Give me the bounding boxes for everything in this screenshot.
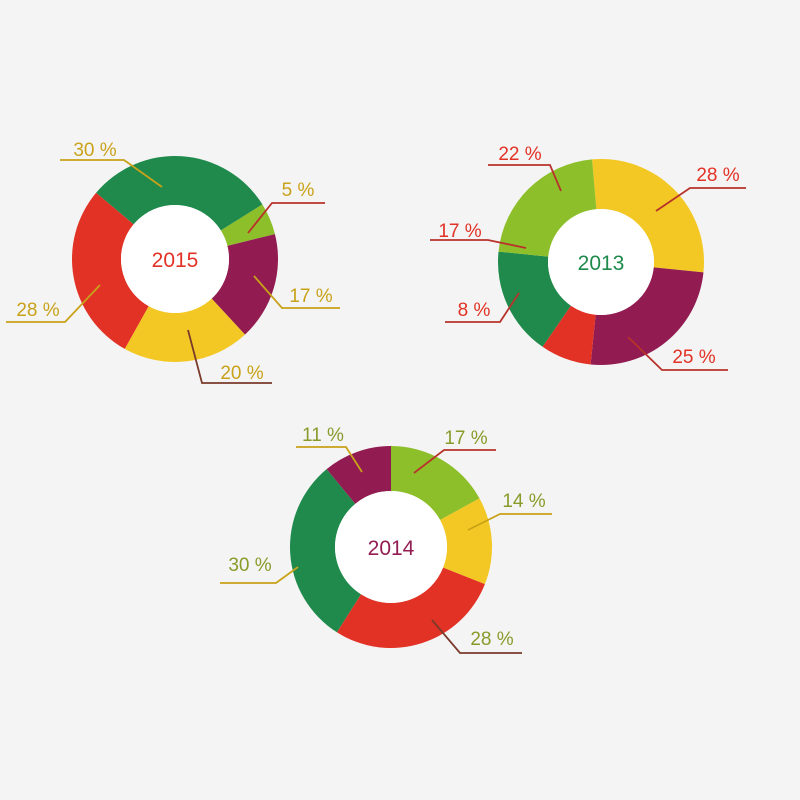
slice-percent-label: 28 % xyxy=(696,165,739,186)
callout-line xyxy=(6,284,101,323)
slice-percent-label: 30 % xyxy=(73,140,116,161)
donut-slice xyxy=(498,159,597,257)
chart-center-label: 2015 xyxy=(152,249,199,272)
callout-line xyxy=(627,336,728,371)
callout-line xyxy=(220,566,299,584)
chart-center-label: 2014 xyxy=(368,537,415,560)
donut-slice xyxy=(336,567,485,648)
slice-percent-label: 8 % xyxy=(458,300,491,321)
callout-line xyxy=(187,329,272,384)
chart-center-label: 2013 xyxy=(578,252,625,275)
donut-slice xyxy=(290,469,361,633)
donut-slice xyxy=(542,305,596,365)
callout-line xyxy=(467,513,552,531)
donut-slice xyxy=(211,234,278,335)
callout-line xyxy=(253,275,340,309)
callout-line xyxy=(430,239,527,249)
callout-line xyxy=(431,619,522,654)
callout-line xyxy=(655,187,746,212)
slice-percent-label: 17 % xyxy=(438,221,481,242)
donut-slice xyxy=(590,267,704,365)
slice-percent-label: 28 % xyxy=(16,300,59,321)
callout-line xyxy=(413,449,496,474)
callout-line xyxy=(247,202,325,234)
slice-percent-label: 14 % xyxy=(502,491,545,512)
slice-percent-label: 11 % xyxy=(302,425,344,446)
donut-slice xyxy=(440,498,493,585)
donut-chart-2013: 2013 28 % 25 % 8 % 17 % 22 % xyxy=(430,144,746,371)
donut-slice xyxy=(498,251,571,347)
callout-line xyxy=(445,292,520,323)
donut-hole xyxy=(121,205,229,313)
donut-hole xyxy=(335,491,447,603)
donut-slice xyxy=(96,155,263,231)
callout-line xyxy=(488,164,562,192)
slice-percent-label: 28 % xyxy=(470,629,513,650)
donut-slice xyxy=(326,446,391,504)
donut-chart-2015: 2015 5 % 17 % 20 % 28 % 30 % xyxy=(6,140,340,384)
slice-percent-label: 5 % xyxy=(282,180,315,201)
callout-line xyxy=(296,446,363,473)
slice-percent-label: 20 % xyxy=(220,363,263,384)
slice-percent-label: 30 % xyxy=(228,555,271,576)
slice-percent-label: 22 % xyxy=(498,144,541,165)
donut-slice xyxy=(124,298,245,363)
donut-slice xyxy=(592,159,704,273)
donut-slice xyxy=(71,192,149,349)
callout-line xyxy=(60,159,163,188)
donut-hole xyxy=(548,209,654,315)
slice-percent-label: 25 % xyxy=(672,347,715,368)
slice-percent-label: 17 % xyxy=(289,286,332,307)
donut-slice xyxy=(220,204,275,246)
donut-chart-2014: 2014 17 % 14 % 28 % 30 % 11 % xyxy=(220,425,552,654)
slice-percent-label: 17 % xyxy=(444,428,487,449)
donut-slice xyxy=(391,446,480,521)
